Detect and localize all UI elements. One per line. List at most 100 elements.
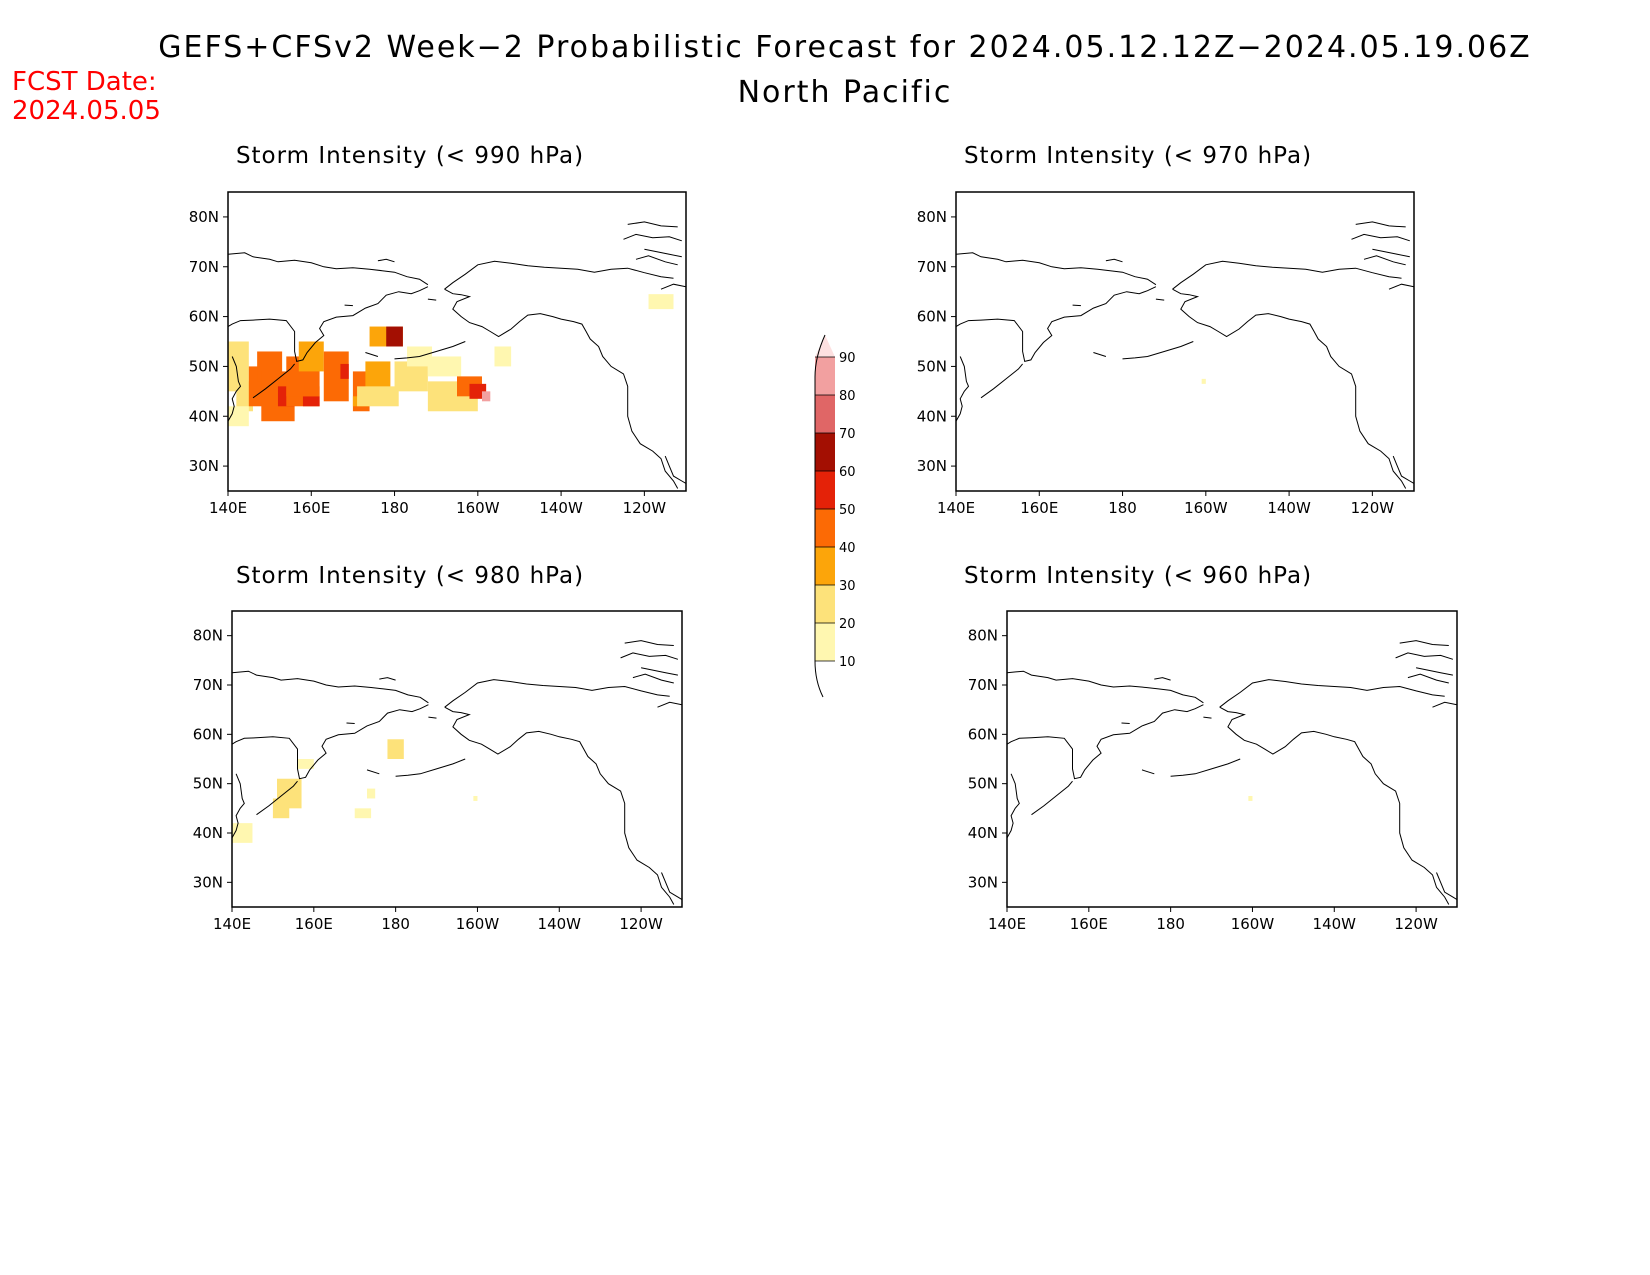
coastline-segment <box>365 352 379 357</box>
coastline-segment <box>395 758 466 777</box>
probability-colorbar: 90 80 70 60 50 40 30 20 10 <box>814 334 856 698</box>
lon-tick-label: 120W <box>1394 915 1438 933</box>
coastline-segment <box>1155 298 1165 301</box>
lat-tick-label: 50N <box>193 775 223 793</box>
main-title: GEFS+CFSv2 Week−2 Probabilistic Forecast… <box>158 30 1532 65</box>
coastline-segment <box>1395 652 1454 660</box>
coastline-segment <box>1031 780 1073 816</box>
coastline-segment <box>635 255 678 266</box>
map-plot: 80N 70N 60N 50N 40N 30N 140E 160E 180 160W 140W 120… <box>189 191 687 517</box>
coastline-segment <box>232 670 429 704</box>
panel-title: Storm Intensity (< 990 hPa) <box>235 143 585 169</box>
colorbar-outline <box>814 334 826 698</box>
lon-tick-label: 120W <box>619 915 663 933</box>
map-frame <box>231 610 683 908</box>
map-plot: 80N 70N 60N 50N 40N 30N 140E 160E 180 160W 140W 120… <box>917 191 1415 517</box>
coastline-segment <box>379 677 396 681</box>
probability-cell <box>427 356 462 377</box>
panel-storm-intensity-970: Storm Intensity (< 970 hPa) 80N 70N 60N 50N… <box>888 140 1418 520</box>
lon-tick-label: 180 <box>380 499 409 517</box>
lat-tick-label: 50N <box>189 357 219 375</box>
coastline-segment <box>444 706 675 905</box>
colorbar-label: 30 <box>839 579 856 594</box>
coastline-segment <box>427 298 437 301</box>
lat-tick-label: 70N <box>193 676 223 694</box>
lat-tick-label: 50N <box>968 775 998 793</box>
probability-cell <box>1248 796 1253 801</box>
region-subtitle: North Pacific <box>737 75 953 110</box>
colorbar-segment <box>815 395 835 433</box>
coastline-segment <box>1399 640 1449 646</box>
coastline-segment <box>664 455 686 484</box>
probability-field <box>228 294 674 427</box>
coastline-segment <box>1351 233 1410 242</box>
colorbar-label: 10 <box>839 655 856 670</box>
coastline-segment <box>1392 455 1414 484</box>
coastline-segment <box>1141 769 1155 775</box>
colorbar-bottom-arrow <box>815 661 835 695</box>
lat-tick-label: 60N <box>917 308 947 326</box>
probability-cell <box>354 808 372 819</box>
coastline-segment <box>980 363 1023 399</box>
coastline-segment <box>1388 283 1414 290</box>
probability-cell <box>365 361 391 392</box>
probability-cell <box>302 396 320 407</box>
colorbar-segment <box>815 623 835 661</box>
colorbar-label: 20 <box>839 617 856 632</box>
lon-tick-label: 160W <box>1184 499 1228 517</box>
probability-cell <box>386 326 403 347</box>
colorbar-label: 40 <box>839 541 856 556</box>
forecast-date-label: FCST Date: <box>12 67 157 97</box>
coastline-segment <box>232 704 429 780</box>
coastline-segment <box>620 652 679 660</box>
coastline-segment <box>1432 701 1457 708</box>
probability-cell <box>1201 378 1206 384</box>
lon-tick-label: 180 <box>1108 499 1137 517</box>
panel-title: Storm Intensity (< 980 hPa) <box>235 563 585 589</box>
colorbar-label: 90 <box>839 351 856 366</box>
coastline-segment <box>1203 716 1212 719</box>
lat-tick-label: 80N <box>189 208 219 226</box>
lat-tick-label: 70N <box>917 258 947 276</box>
coastline-segment <box>444 679 670 708</box>
coastline-segment <box>1219 706 1450 905</box>
lat-tick-label: 40N <box>193 824 223 842</box>
probability-cell <box>648 294 674 310</box>
coastline-segment <box>623 233 682 242</box>
colorbar-label: 50 <box>839 503 856 518</box>
probability-cell <box>387 739 404 759</box>
coastline-segment <box>1172 260 1402 290</box>
coastline-segment <box>657 701 682 708</box>
colorbar-label: 70 <box>839 427 856 442</box>
colorbar-label: 80 <box>839 389 856 404</box>
coastline-segment <box>1363 255 1406 266</box>
lon-tick-label: 160W <box>1231 915 1275 933</box>
coastline-segment <box>1154 677 1171 681</box>
map-plot: 80N 70N 60N 50N 40N 30N 140E 160E 180 160W 140W 120… <box>193 610 683 933</box>
lat-tick-label: 40N <box>189 407 219 425</box>
coastline-segment <box>346 722 355 724</box>
probability-cell <box>394 361 428 392</box>
lat-tick-label: 30N <box>193 873 223 891</box>
lat-tick-label: 70N <box>189 258 219 276</box>
panel-title: Storm Intensity (< 960 hPa) <box>963 563 1313 589</box>
lat-tick-label: 30N <box>968 873 998 891</box>
colorbar-segment <box>815 585 835 623</box>
coastline-segment <box>252 363 295 399</box>
coastline-segment <box>1170 758 1241 777</box>
lon-tick-label: 160E <box>1070 915 1108 933</box>
panel-storm-intensity-960: Storm Intensity (< 960 hPa) 80N 70N 60N 50N… <box>888 560 1458 940</box>
lon-tick-label: 160E <box>292 499 330 517</box>
lon-tick-label: 160E <box>1020 499 1058 517</box>
map-frame <box>955 191 1415 492</box>
lon-tick-label: 160W <box>456 915 500 933</box>
coastline <box>232 640 682 905</box>
lon-tick-label: 180 <box>1156 915 1185 933</box>
coastline-segment <box>660 283 686 290</box>
coastline-segment <box>956 356 970 422</box>
coastline-segment <box>256 780 298 816</box>
panel-storm-intensity-990: Storm Intensity (< 990 hPa) 80N 70N 60N 50N… <box>160 140 690 520</box>
lon-tick-label: 140E <box>209 499 247 517</box>
coastline-segment <box>1416 667 1453 676</box>
coastline-segment <box>1436 872 1457 901</box>
